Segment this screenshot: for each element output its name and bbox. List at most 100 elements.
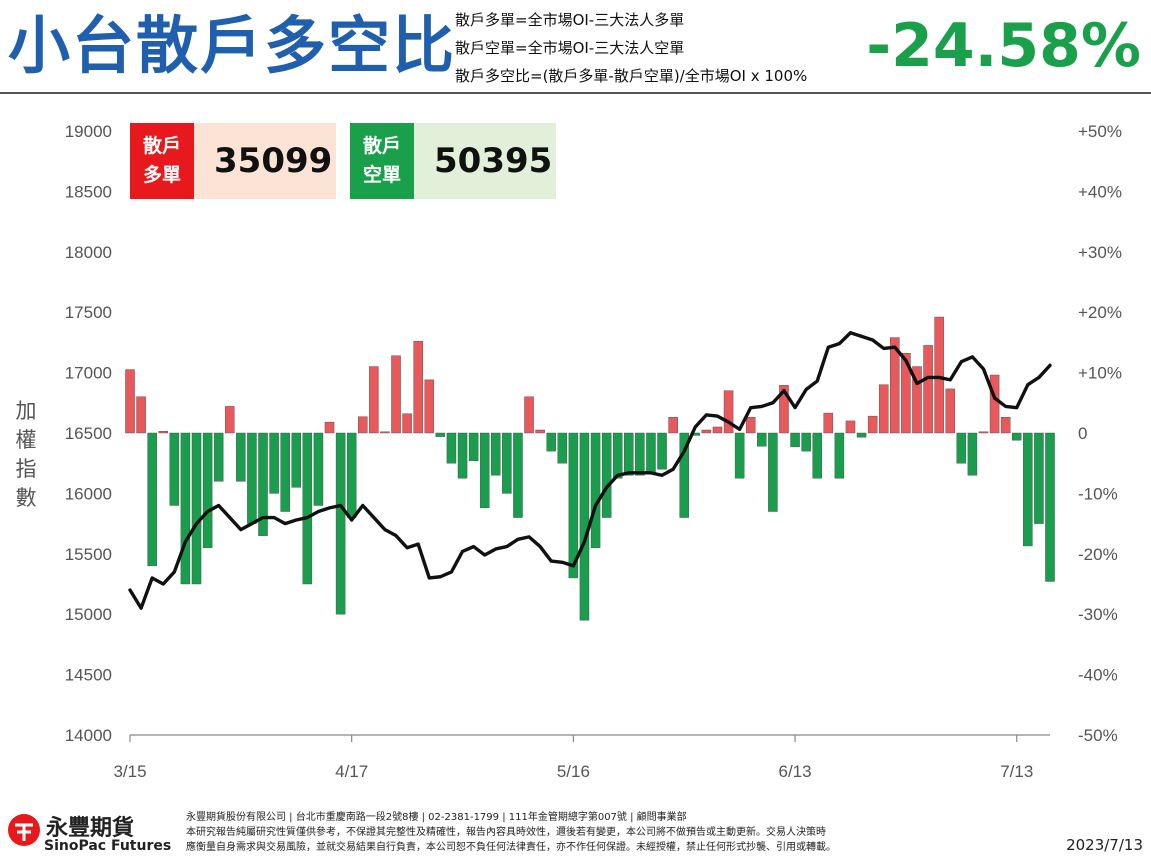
bar-negative	[446, 432, 457, 464]
y-right-tick-label: +30%	[1078, 243, 1122, 262]
bar-negative	[502, 432, 512, 494]
y-left-tick-label: 14000	[65, 726, 112, 745]
bar-negative	[1023, 432, 1033, 547]
bar-negative	[213, 432, 224, 482]
bar-negative	[956, 432, 967, 464]
bar-negative	[335, 432, 346, 615]
y-right-tick-label: -40%	[1078, 666, 1118, 685]
y-right-tick-label: +50%	[1078, 122, 1122, 141]
long-tag: 散戶 多單	[130, 123, 194, 199]
bar-negative	[479, 432, 490, 509]
x-tick-label: 3/15	[113, 762, 146, 781]
y-left-tick-label: 15000	[65, 605, 112, 624]
bar-negative	[967, 432, 978, 476]
y-axis-title-char: 數	[16, 486, 37, 510]
definition-ratio: 散戶多空比=(散戶多單-散戶空單)/全市場OI x 100%	[455, 67, 808, 85]
bar-positive	[901, 353, 911, 434]
bar-negative	[856, 432, 867, 438]
report-date: 2023/7/13	[1066, 836, 1143, 854]
bar-positive	[745, 417, 756, 434]
bar-negative	[269, 432, 279, 494]
bar-negative	[468, 432, 479, 461]
bar-negative	[590, 432, 601, 548]
bar-negative	[801, 432, 811, 452]
bar-positive	[158, 430, 169, 434]
y-axis-title-char: 權	[16, 428, 37, 452]
bar-positive	[358, 416, 368, 434]
bar-negative	[1045, 432, 1055, 582]
bar-negative	[247, 432, 257, 524]
bar-negative	[734, 432, 745, 479]
short-tag-line1: 散戶	[362, 135, 401, 157]
y-axis-title-char: 指	[16, 457, 37, 481]
bar-positive	[424, 379, 435, 434]
y-right-tick-label: +10%	[1078, 364, 1122, 383]
disclaimer-line: 永豐期貨股份有限公司 | 台北市重慶南路一段2號8樓 | 02-2381-179…	[186, 812, 687, 823]
bar-positive	[369, 366, 379, 434]
long-value: 35099	[214, 141, 333, 181]
long-tag-line1: 散戶	[142, 135, 181, 157]
y-left-tick-label: 17500	[65, 303, 112, 322]
bar-negative	[313, 432, 324, 506]
bar-positive	[380, 431, 390, 434]
y-right-tick-label: -20%	[1078, 545, 1118, 564]
index-line	[128, 331, 1052, 610]
y-left-tick-label: 19000	[65, 122, 112, 141]
long-summary: 散戶 多單 35099	[130, 123, 336, 199]
bar-negative	[812, 432, 822, 479]
bar-positive	[1000, 417, 1011, 434]
y-left-tick-label: 14500	[65, 666, 112, 685]
bar-positive	[225, 406, 235, 434]
bar-negative	[180, 432, 191, 585]
bar-positive	[535, 429, 545, 434]
bar-negative	[757, 432, 767, 447]
brand-name-cn: 永豐期貨	[46, 816, 135, 841]
bar-negative	[513, 432, 523, 518]
short-value: 50395	[434, 141, 553, 181]
bar-negative	[236, 432, 246, 482]
bar-negative	[790, 432, 800, 448]
bar-positive	[890, 337, 900, 434]
bar-positive	[867, 415, 878, 434]
y-left-tick-label: 16000	[65, 484, 112, 503]
y-left-tick-label: 18500	[65, 182, 112, 201]
ratio-value: -24.58%	[866, 11, 1141, 81]
bar-positive	[391, 355, 401, 434]
bar-negative	[768, 432, 778, 512]
y-right-tick-label: -30%	[1078, 605, 1118, 624]
bar-negative	[1012, 432, 1022, 441]
bar-positive	[712, 426, 723, 434]
bar-negative	[635, 432, 645, 476]
bar-positive	[125, 369, 135, 434]
bar-positive	[878, 384, 889, 434]
sinopac-logo-icon	[8, 814, 40, 846]
bar-positive	[923, 345, 933, 434]
bar-positive	[324, 421, 335, 434]
y-right-tick-label: 0	[1078, 424, 1087, 443]
bar-positive	[723, 390, 734, 434]
bar-negative	[568, 432, 579, 579]
bar-negative	[834, 432, 845, 479]
bar-positive	[823, 412, 834, 434]
bar-negative	[657, 432, 667, 470]
bar-negative	[147, 432, 157, 567]
bar-positive	[136, 396, 146, 434]
bar-negative	[491, 432, 501, 476]
header-divider	[0, 92, 1151, 94]
y-left-tick-label: 16500	[65, 424, 112, 443]
bar-positive	[845, 420, 856, 434]
y-left-tick-label: 15500	[65, 545, 112, 564]
y-left-tick-label: 18000	[65, 243, 112, 262]
x-tick-label: 7/13	[1000, 762, 1033, 781]
bar-positive	[402, 413, 412, 434]
y-right-tick-label: -10%	[1078, 484, 1118, 503]
page-title: 小台散戶多空比	[8, 9, 457, 82]
bar-positive	[701, 429, 712, 434]
short-tag: 散戶 空單	[350, 123, 414, 199]
bar-positive	[524, 396, 534, 434]
disclaimer-line: 本研究報告純屬研究性質僅供參考，不保證其完整性及精確性，報告內容具時效性，邇後若…	[186, 827, 826, 838]
bar-negative	[624, 432, 634, 476]
definition-short: 散戶空單=全市場OI-三大法人空單	[455, 39, 685, 57]
bar-positive	[978, 431, 989, 434]
bar-positive	[912, 366, 922, 434]
